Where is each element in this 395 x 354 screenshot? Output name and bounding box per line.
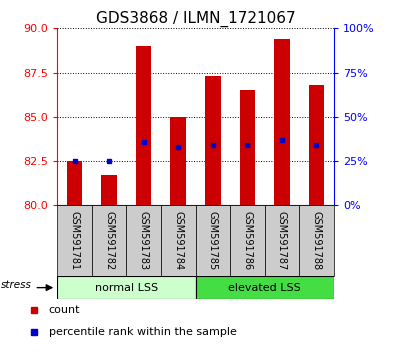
Text: stress: stress (1, 280, 32, 290)
Text: GSM591782: GSM591782 (104, 211, 114, 270)
Title: GDS3868 / ILMN_1721067: GDS3868 / ILMN_1721067 (96, 11, 295, 27)
Text: normal LSS: normal LSS (95, 282, 158, 293)
Bar (265, 205, 299, 276)
Bar (57, 276, 196, 299)
Bar (67, 161, 82, 205)
Text: GSM591786: GSM591786 (243, 211, 252, 270)
Bar (57, 205, 92, 276)
Text: elevated LSS: elevated LSS (228, 282, 301, 293)
Bar (102, 175, 117, 205)
Bar (205, 76, 220, 205)
Bar (274, 39, 290, 205)
Bar (92, 205, 126, 276)
Text: percentile rank within the sample: percentile rank within the sample (49, 327, 236, 337)
Text: count: count (49, 305, 80, 315)
Bar (196, 276, 334, 299)
Text: GSM591787: GSM591787 (277, 211, 287, 270)
Text: GSM591784: GSM591784 (173, 211, 183, 270)
Text: GSM591788: GSM591788 (312, 211, 322, 270)
Bar (309, 85, 324, 205)
Bar (230, 205, 265, 276)
Bar (161, 205, 196, 276)
Bar (196, 205, 230, 276)
Text: GSM591785: GSM591785 (208, 211, 218, 270)
Text: GSM591783: GSM591783 (139, 211, 149, 270)
Bar (126, 205, 161, 276)
Bar (240, 90, 255, 205)
Bar (299, 205, 334, 276)
Bar (171, 117, 186, 205)
Bar (136, 46, 151, 205)
Text: GSM591781: GSM591781 (70, 211, 79, 270)
